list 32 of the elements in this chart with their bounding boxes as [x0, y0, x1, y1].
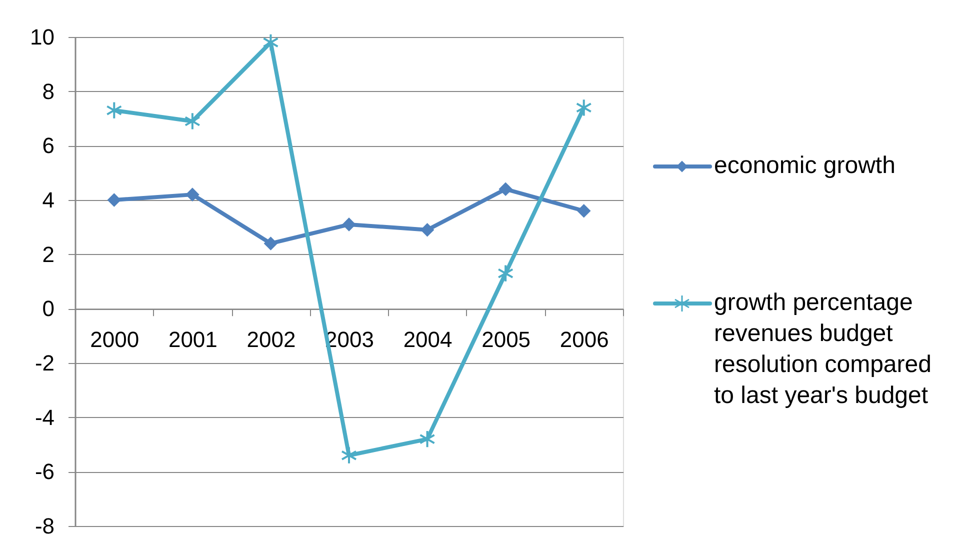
x-tick-label: 2000 — [90, 327, 140, 352]
y-tick-label: -4 — [34, 404, 54, 430]
point — [419, 430, 436, 448]
x-tick-label: 2001 — [168, 327, 218, 352]
y-tick-label: 2 — [42, 242, 54, 267]
x-tick-label: 2002 — [246, 327, 296, 352]
y-tick-label: -2 — [34, 350, 54, 376]
point — [106, 101, 122, 120]
point — [340, 446, 358, 464]
y-tick-label: 4 — [42, 188, 54, 212]
point — [498, 264, 514, 282]
point — [342, 218, 356, 232]
y-tick-label: 0 — [42, 296, 54, 322]
y-tick-label: -8 — [34, 514, 54, 538]
x-tick-label: 2006 — [560, 327, 609, 352]
y-tick-label: 8 — [42, 78, 54, 104]
point — [498, 182, 512, 196]
point — [186, 188, 200, 202]
y-tick-label: 6 — [42, 133, 54, 158]
x-tick-label: 2004 — [403, 327, 452, 352]
point — [264, 236, 278, 250]
legend-label: growth percentage revenues budget resolution compared to last year's budget — [714, 289, 932, 409]
point — [420, 222, 434, 237]
point — [262, 33, 279, 52]
point — [576, 204, 591, 218]
x-tick-label: 2005 — [482, 327, 531, 352]
y-tick-label: -6 — [34, 459, 54, 484]
point — [107, 193, 122, 207]
y-tick-label: 10 — [30, 24, 54, 50]
legend-label: economic growth — [714, 152, 896, 179]
point — [576, 98, 592, 117]
point — [184, 112, 200, 130]
